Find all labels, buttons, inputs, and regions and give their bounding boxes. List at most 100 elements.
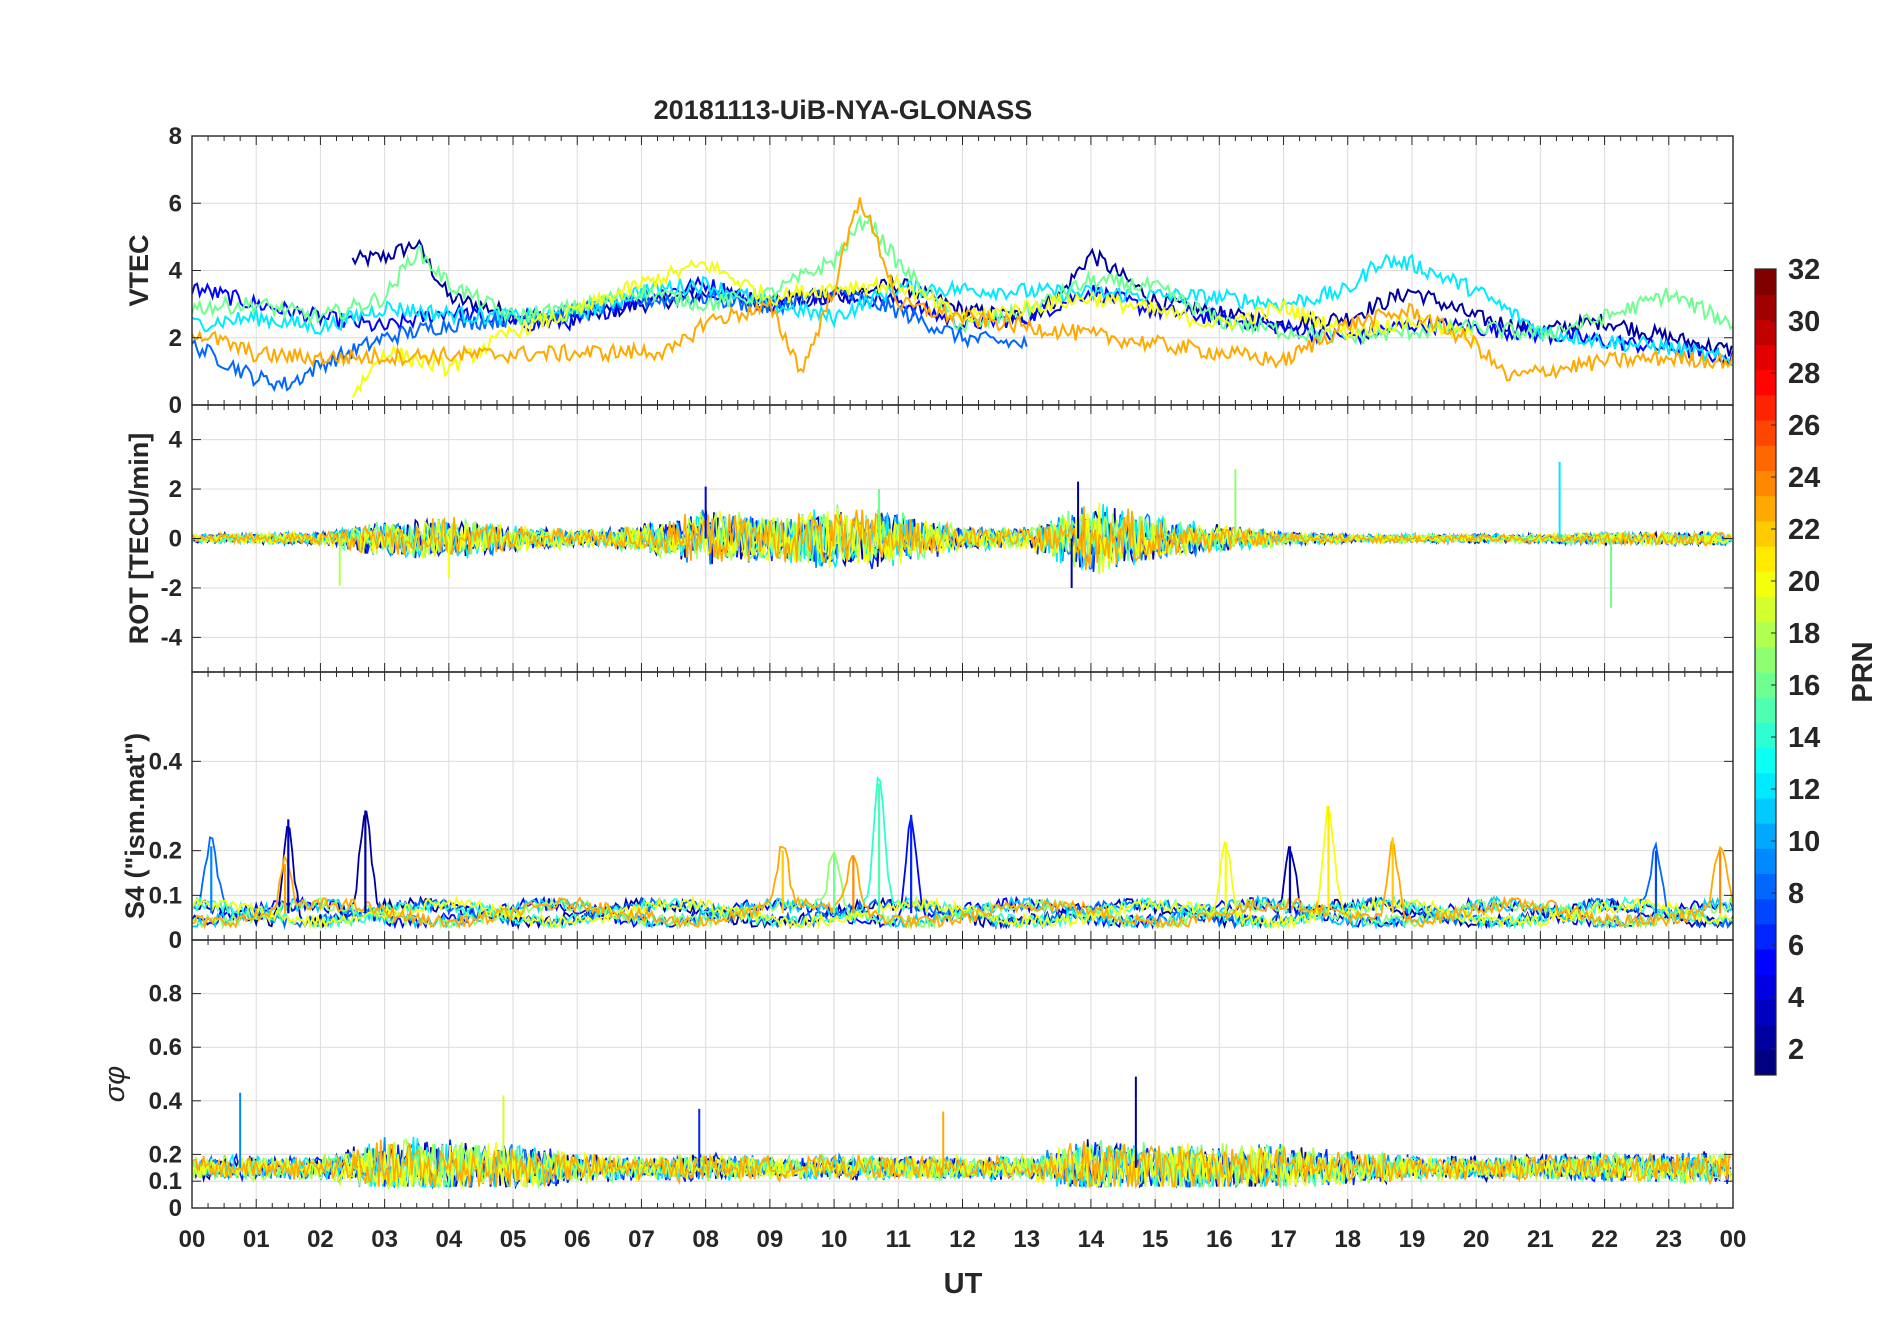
colorbar-level — [1755, 369, 1776, 396]
colorbar-tick-label: 26 — [1788, 410, 1820, 442]
panel-s4: 0 0.1 0.2 0.4S4 ("ism.mat") — [120, 671, 1734, 954]
y-axis-label: σφ — [99, 1066, 131, 1102]
colorbar-tick-label: 24 — [1788, 462, 1820, 494]
y-tick-label: 6 — [169, 190, 182, 217]
y-tick-label: 4 — [169, 258, 183, 285]
series-prn-20 — [351, 258, 1476, 399]
x-tick-label: 16 — [1206, 1226, 1233, 1253]
y-tick-label: 0.4 — [149, 1088, 183, 1115]
colorbar-tick-label: 30 — [1788, 306, 1820, 338]
y-axis-label: VTEC — [124, 234, 154, 306]
y-tick-label: 0.4 — [149, 748, 183, 775]
y-tick-label: 0 — [169, 526, 182, 553]
colorbar-level — [1755, 495, 1776, 522]
colorbar-level — [1755, 949, 1776, 975]
x-tick-label: 04 — [435, 1226, 462, 1253]
y-tick-label: 0 — [169, 392, 182, 419]
panel-sigma_phi: 00.10.2 0.4 0.6 0.8 σφ — [99, 939, 1734, 1222]
colorbar-level — [1755, 344, 1776, 371]
y-tick-label: 2 — [169, 325, 182, 352]
x-axis-label: UT — [944, 1268, 983, 1300]
colorbar-level — [1755, 269, 1776, 295]
colorbar-level — [1755, 571, 1776, 597]
y-tick-label: -2 — [161, 575, 182, 602]
colorbar-level — [1755, 445, 1776, 471]
x-tick-label: 13 — [1013, 1226, 1040, 1253]
series-prn-16 — [192, 213, 1733, 346]
y-tick-label: 0.8 — [149, 981, 182, 1008]
series-prn-23 — [192, 1139, 1732, 1190]
colorbar-level — [1755, 747, 1776, 774]
colorbar-level — [1755, 672, 1776, 698]
x-tick-label: 01 — [243, 1226, 270, 1253]
x-tick-label: 00 — [179, 1226, 206, 1253]
x-tick-label: 19 — [1399, 1226, 1426, 1253]
colorbar-level — [1755, 470, 1776, 497]
colorbar-level — [1755, 823, 1776, 849]
series-prn-2 — [351, 238, 1733, 357]
colorbar-level — [1755, 294, 1776, 320]
colorbar-box — [1754, 268, 1777, 1076]
y-axis-label: ROT [TECU/min] — [124, 433, 154, 644]
x-tick-label: 23 — [1655, 1226, 1682, 1253]
x-tick-label: 12 — [949, 1226, 976, 1253]
colorbar-level — [1755, 923, 1776, 950]
x-tick-label: 14 — [1078, 1226, 1105, 1253]
colorbar-level — [1755, 722, 1776, 749]
x-tick-label: 07 — [628, 1226, 655, 1253]
colorbar-level — [1755, 772, 1776, 799]
x-tick-label: 18 — [1334, 1226, 1361, 1253]
colorbar-tick-label: 4 — [1788, 982, 1804, 1014]
y-axis-label: S4 ("ism.mat") — [120, 733, 150, 919]
colorbar-level — [1755, 797, 1776, 824]
y-tick-label: 2 — [169, 476, 182, 503]
x-tick-label: 06 — [564, 1226, 591, 1253]
colorbar-level — [1755, 520, 1776, 547]
y-tick-label: 0.2 — [149, 838, 182, 865]
colorbar-level — [1755, 394, 1776, 421]
y-tick-label: 8 — [169, 123, 182, 150]
colorbar-tick-label: 32 — [1788, 254, 1820, 286]
colorbar-level — [1755, 646, 1776, 673]
s4-data — [192, 775, 1733, 931]
colorbar-level — [1755, 596, 1776, 623]
panel-vtec: 0 2 4 6 8 VTEC — [124, 123, 1734, 419]
y-tick-label: -4 — [161, 624, 183, 651]
colorbar-tick-label: 20 — [1788, 566, 1820, 598]
x-tick-label: 02 — [307, 1226, 334, 1253]
panel-rot: -4 -2 0 2 4 ROT [TECU/min] — [124, 404, 1734, 673]
series-prn-23 — [192, 840, 1733, 931]
colorbar-tick-label: 18 — [1788, 618, 1820, 650]
x-tick-label: 05 — [500, 1226, 527, 1253]
colorbar-tick-label: 28 — [1788, 358, 1820, 390]
colorbar-tick-label: 16 — [1788, 670, 1820, 702]
y-tick-label: 0.1 — [149, 1168, 182, 1195]
colorbar-tick-label: 8 — [1788, 878, 1804, 910]
x-tick-label: 11 — [886, 1226, 911, 1253]
colorbar-level — [1755, 873, 1776, 900]
colorbar-level — [1755, 898, 1776, 925]
x-tick-label: 22 — [1591, 1226, 1618, 1253]
chart-title: 20181113-UiB-NYA-GLONASS — [654, 95, 1033, 125]
x-tick-label: 08 — [692, 1226, 719, 1253]
y-tick-label: 0.6 — [149, 1034, 182, 1061]
y-tick-label: 4 — [169, 427, 183, 454]
colorbar-level — [1755, 974, 1776, 1000]
x-tick-label: 00 — [1720, 1226, 1747, 1253]
vtec-data — [192, 197, 1733, 399]
colorbar-tick-label: 12 — [1788, 774, 1820, 806]
colorbar-tick-label: 22 — [1788, 514, 1820, 546]
colorbar-level — [1755, 999, 1776, 1026]
x-tick-label: 20 — [1463, 1226, 1490, 1253]
colorbar-level — [1755, 621, 1776, 648]
x-tick-label: 15 — [1142, 1226, 1169, 1253]
colorbar-label: PRN — [1847, 641, 1879, 702]
sigma_phi-data — [192, 1076, 1732, 1190]
y-tick-label: 0 — [169, 927, 182, 954]
colorbar-tick-label: 14 — [1788, 722, 1820, 754]
colorbar-tick-label: 10 — [1788, 826, 1820, 858]
series-prn-20 — [192, 1142, 1732, 1190]
